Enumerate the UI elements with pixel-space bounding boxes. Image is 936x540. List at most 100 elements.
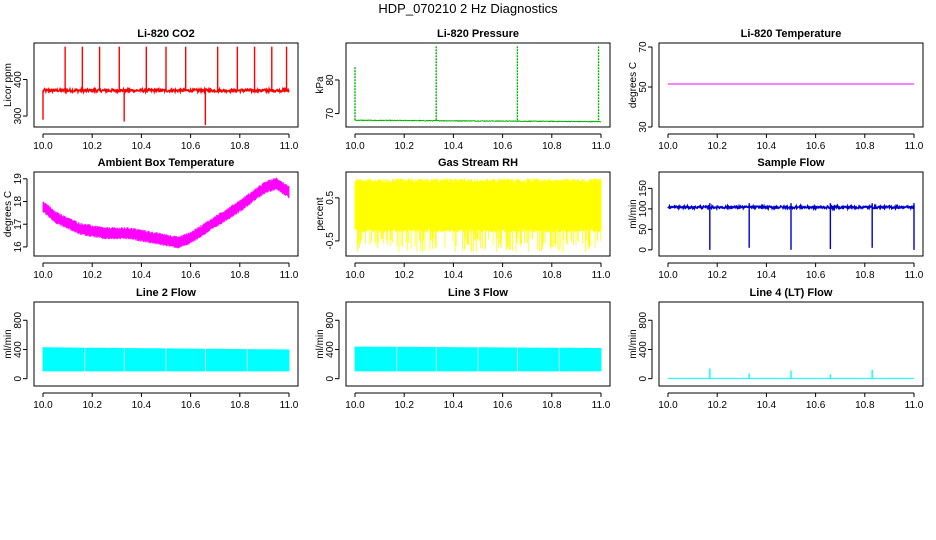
x-tick-label: 10.0 [33, 270, 53, 281]
data-series [42, 46, 290, 126]
y-axis: 0 400 800 [13, 311, 28, 381]
x-tick-label: 10.4 [132, 270, 152, 281]
y-tick-label: 800 [13, 311, 24, 328]
x-tick-label: 10.2 [394, 400, 414, 411]
x-tick-label: 10.2 [82, 270, 102, 281]
x-tick-label: 11.0 [592, 400, 611, 411]
main-title: HDP_070210 2 Hz Diagnostics [378, 1, 558, 16]
data-series [667, 202, 915, 250]
data-series [354, 178, 602, 253]
y-axis-label: degrees C [3, 191, 14, 237]
x-tick-label: 10.2 [394, 270, 414, 281]
plot-frame [345, 171, 611, 257]
x-tick-label: 10.4 [444, 141, 464, 152]
x-tick-label: 10.4 [757, 400, 777, 411]
y-tick-label: 16 [13, 241, 24, 253]
y-tick-label: 0 [638, 247, 649, 253]
panel-title: Li-820 Pressure [437, 28, 519, 40]
panel-title: Li-820 CO2 [137, 28, 194, 40]
y-tick-label: 0 [638, 375, 649, 381]
y-axis: 0 400 800 [325, 311, 340, 381]
y-tick-label: 300 [13, 107, 24, 124]
x-tick-label: 10.0 [345, 141, 365, 152]
y-tick-label: 150 [638, 180, 649, 197]
y-tick-label: 800 [325, 311, 336, 328]
x-tick-label: 10.6 [181, 141, 201, 152]
x-tick-label: 10.4 [444, 400, 464, 411]
panel-title: Line 3 Flow [448, 287, 508, 299]
x-tick-label: 10.0 [33, 141, 53, 152]
x-tick-label: 10.2 [707, 400, 727, 411]
y-axis-label: percent [315, 197, 326, 231]
y-tick-label: 400 [325, 341, 336, 358]
y-axis: 16 17 18 19 [13, 173, 28, 253]
y-axis-label: degrees C [628, 62, 639, 108]
x-tick-label: 10.6 [806, 400, 826, 411]
plot-frame [345, 42, 611, 128]
x-tick-label: 11.0 [905, 400, 924, 411]
y-tick-label: 0 [325, 375, 336, 381]
panel-sample: Sample Flow ml/min 10.0 10.2 10.4 10.6 10.8 11.… [628, 157, 924, 281]
x-tick-label: 10.0 [658, 400, 678, 411]
panel-title: Line 2 Flow [136, 287, 196, 299]
data-series [354, 46, 602, 123]
y-axis: 300 400 [13, 71, 28, 124]
y-tick-label: 70 [325, 108, 336, 120]
x-tick-label: 10.8 [542, 400, 562, 411]
panel-line2: Line 2 Flow ml/min 10.0 10.2 10.4 10.6 10.8 11.… [3, 287, 299, 411]
y-axis: 30 50 70 [638, 41, 653, 133]
x-tick-label: 10.0 [345, 270, 365, 281]
plot-frame [33, 301, 299, 387]
data-series [42, 177, 290, 249]
y-tick-label: 400 [13, 71, 24, 88]
x-tick-label: 10.0 [345, 400, 365, 411]
x-tick-label: 11.0 [280, 400, 299, 411]
plot-frame [33, 42, 299, 128]
panel-rh: Gas Stream RH percent 10.0 10.2 10.4 10.6 10.8… [315, 157, 611, 281]
x-axis: 10.0 10.2 10.4 10.6 10.8 11.0 [345, 262, 611, 281]
y-axis: 0 50 100 150 [638, 180, 653, 253]
x-axis: 10.0 10.2 10.4 10.6 10.8 11.0 [33, 392, 299, 411]
y-tick-label: 400 [13, 341, 24, 358]
plot-frame [658, 171, 924, 257]
x-axis: 10.0 10.2 10.4 10.6 10.8 11.0 [658, 133, 924, 152]
x-tick-label: 10.8 [855, 400, 875, 411]
x-tick-label: 11.0 [280, 270, 299, 281]
y-tick-label: 80 [325, 74, 336, 86]
panel-pressure: Li-820 Pressure kPa 10.0 10.2 10.4 10.6 10.8 11… [315, 28, 611, 152]
plot-frame [345, 301, 611, 387]
series-band [42, 347, 290, 372]
plot-frame [658, 42, 924, 128]
x-axis: 10.0 10.2 10.4 10.6 10.8 11.0 [345, 133, 611, 152]
y-tick-label: 70 [638, 41, 649, 53]
y-axis: 0 400 800 [638, 311, 653, 381]
y-tick-label: 50 [638, 223, 649, 235]
series-line [354, 119, 602, 123]
x-tick-label: 11.0 [905, 141, 924, 152]
x-tick-label: 10.8 [542, 270, 562, 281]
y-tick-label: -0.5 [325, 232, 336, 250]
series-band [354, 346, 602, 372]
plot-frame [658, 301, 924, 387]
x-tick-label: 10.6 [493, 141, 513, 152]
x-tick-label: 10.0 [658, 141, 678, 152]
y-axis-label: Licor ppm [3, 63, 14, 107]
x-tick-label: 11.0 [592, 270, 611, 281]
x-tick-label: 10.6 [493, 270, 513, 281]
series-band [42, 177, 290, 249]
y-tick-label: 30 [638, 121, 649, 133]
plot-frame [33, 171, 299, 257]
x-tick-label: 10.8 [855, 141, 875, 152]
x-axis: 10.0 10.2 10.4 10.6 10.8 11.0 [33, 262, 299, 281]
x-tick-label: 10.2 [394, 141, 414, 152]
x-tick-label: 10.6 [181, 400, 201, 411]
x-tick-label: 10.2 [707, 270, 727, 281]
y-tick-label: 50 [638, 81, 649, 93]
x-tick-label: 10.4 [132, 400, 152, 411]
x-tick-label: 10.2 [82, 400, 102, 411]
x-tick-label: 10.2 [82, 141, 102, 152]
x-tick-label: 10.4 [444, 270, 464, 281]
x-axis: 10.0 10.2 10.4 10.6 10.8 11.0 [658, 262, 924, 281]
